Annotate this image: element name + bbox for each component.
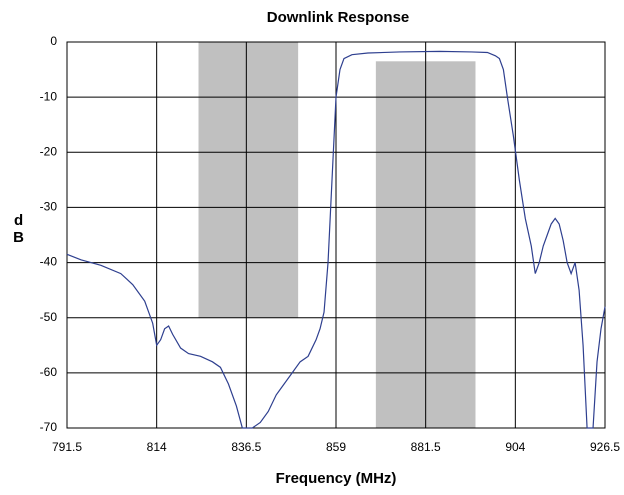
x-tick-label: 814 bbox=[147, 440, 167, 454]
y-tick-label: -60 bbox=[40, 365, 58, 379]
x-tick-label: 836.5 bbox=[231, 440, 261, 454]
chart-title: Downlink Response bbox=[267, 9, 410, 26]
x-tick-label: 904 bbox=[505, 440, 525, 454]
y-tick-label: -10 bbox=[40, 89, 58, 103]
x-tick-label: 859 bbox=[326, 440, 346, 454]
spec-region bbox=[198, 42, 299, 318]
plot-border bbox=[66, 41, 606, 429]
y-tick-label: -30 bbox=[40, 200, 58, 214]
y-tick-label: -50 bbox=[40, 310, 58, 324]
x-axis-label: Frequency (MHz) bbox=[276, 470, 397, 487]
y-tick-label: -20 bbox=[40, 144, 58, 158]
y-tick-label: -70 bbox=[40, 420, 58, 434]
y-axis-label: dB bbox=[10, 212, 27, 246]
y-tick-label: -40 bbox=[40, 255, 58, 269]
x-tick-label: 881.5 bbox=[411, 440, 441, 454]
y-tick-label: 0 bbox=[50, 34, 57, 48]
x-tick-label: 791.5 bbox=[52, 440, 82, 454]
response-line bbox=[66, 50, 606, 429]
x-tick-label: 926.5 bbox=[590, 440, 620, 454]
